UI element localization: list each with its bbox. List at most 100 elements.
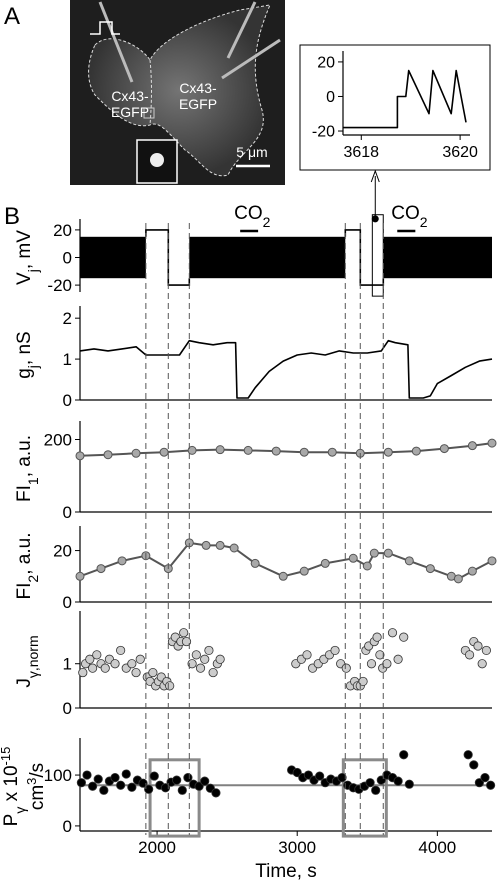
data-point [127,782,137,792]
y-axis-label-part: -15 [0,747,13,766]
y-tick-label: 1 [63,350,72,369]
cell-label: EGFP [111,104,149,120]
data-point [88,781,98,791]
data-point [453,574,463,584]
voltage-block [189,236,346,279]
y-tick-label: 1 [63,655,72,674]
y-axis-label-part: x 10 [1,765,22,806]
data-point [271,446,281,456]
data-point [439,444,449,454]
data-point [177,785,187,795]
data-point [278,571,288,581]
data-point [183,772,193,783]
data-point [215,540,225,550]
data-point [362,561,372,571]
electrode [226,1,257,59]
data-line [343,69,467,129]
y-axis-label-part: γ [12,807,28,814]
y-axis-label-part: cm [27,785,48,810]
voltage-block [80,236,146,279]
data-point [194,781,204,791]
y-tick-label: 20 [317,55,335,72]
data-point [399,750,409,760]
data-point [411,446,421,456]
data-point [372,632,382,642]
y-tick-label: 0 [63,248,72,267]
y-tick-label: 0 [63,503,72,522]
data-point [75,571,85,581]
y-axis-label: Jγ,norm [14,635,41,687]
data-point [110,659,120,669]
data-point [474,778,484,788]
micrograph: Cx43- EGFP Cx43- EGFP 5 μm [70,0,285,185]
annotation-part: 2 [420,214,428,230]
cell-border [149,59,152,126]
data-point [473,641,483,651]
y-tick-label: 20 [53,542,72,561]
annotation-part: CO [391,203,420,224]
data-point [299,566,309,576]
data-point [243,445,253,455]
y-axis-label: FI1, a.u. [14,435,41,502]
panel-label: B [4,203,20,230]
x-tick-label: 3000 [278,838,316,857]
cell-outline [88,4,271,177]
zoom-point [371,215,379,223]
data-point [78,667,88,678]
voltage-step [344,229,385,286]
data-point [315,771,325,781]
data-point [127,659,137,669]
y-tick-label: 200 [44,430,72,449]
data-point [76,778,87,788]
data-point [467,441,477,451]
data-point [200,776,210,786]
y-axis-label: Vj, mV [14,230,41,285]
data-point [369,548,379,558]
data-point [99,785,109,795]
data-point [404,556,414,566]
data-point [348,553,358,563]
y-axis-label-part: P [1,814,22,827]
data-point [116,645,126,656]
y-axis-label-part: 1 [25,477,41,485]
data-point [135,654,145,664]
data-point [485,780,496,790]
data-point [480,772,490,783]
data-point [195,663,206,673]
y-tick-label: 100 [44,766,72,785]
y-axis-label-part: j [25,365,41,369]
data-point [229,543,239,553]
data-point [250,558,260,568]
y-axis-label: FI2, a.u. [14,533,41,600]
y-axis-label-part: /s [27,763,48,778]
data-point [463,750,473,760]
y-axis-label-part: FI [14,485,35,502]
annotation-part: CO [234,203,263,224]
data-point [464,650,475,660]
y-tick-label: 0 [326,89,335,106]
y-tick-label: -20 [47,276,72,295]
y-axis-label: cm3/s [24,763,49,810]
y-axis-label-part: γ,norm [25,635,41,678]
data-point [110,772,120,783]
data-point [358,676,368,687]
data-point [187,445,197,455]
pulse-icon [90,21,120,35]
data-point [302,650,312,660]
y-tick-label: 0 [63,699,72,718]
voltage-step [145,229,191,286]
data-point [303,770,314,780]
data-point [82,770,92,780]
data-point [160,783,171,793]
data-point [375,650,385,660]
y-axis-label-part: g [14,368,35,379]
data-point [159,447,169,457]
scale-label: 5 μm [236,144,267,160]
data-point [208,667,218,678]
y-axis-label-part: J [14,678,35,688]
inset-frame [299,44,491,171]
data-point [116,780,126,790]
data-point [383,447,393,457]
data-point [200,654,210,664]
